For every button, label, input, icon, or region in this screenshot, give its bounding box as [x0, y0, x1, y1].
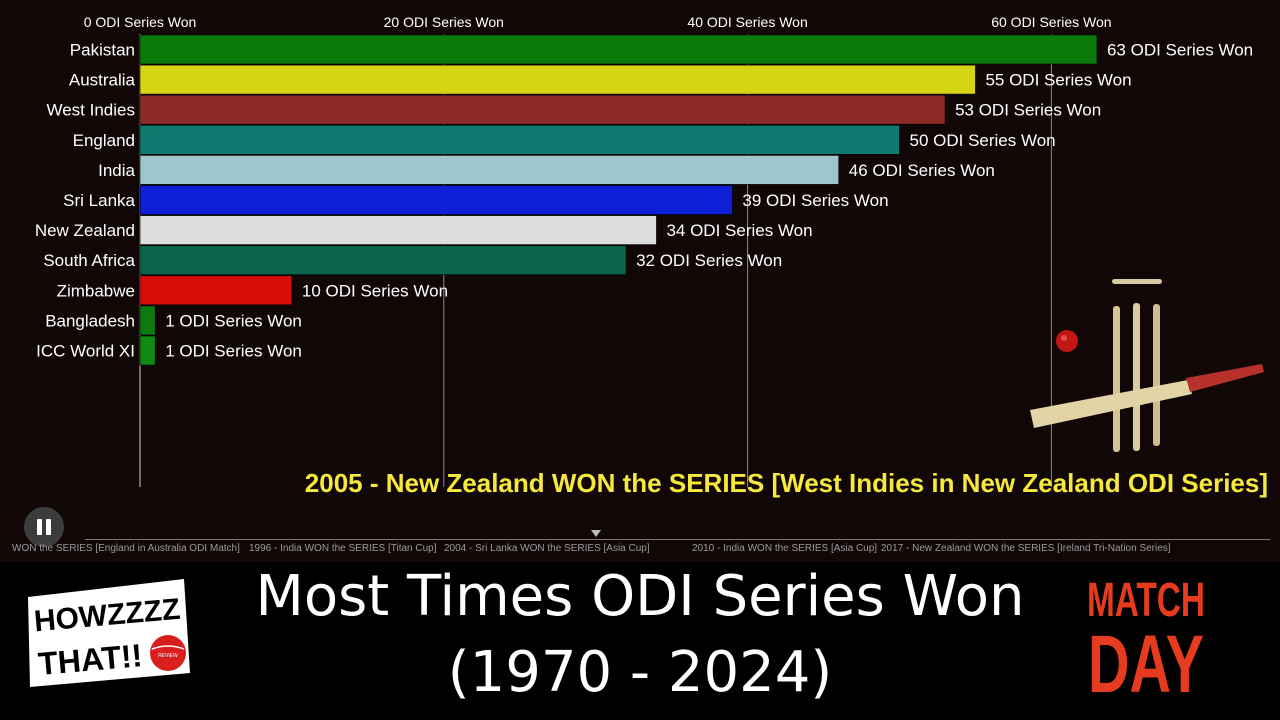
x-tick-label: 60 ODI Series Won: [991, 14, 1111, 30]
bar: [139, 94, 946, 125]
timeline-tick-label: 2017 - New Zealand WON the SERIES [Irela…: [881, 543, 1171, 554]
value-label: 1 ODI Series Won: [165, 342, 302, 361]
axis-ticks: 0 ODI Series Won 20 ODI Series Won 40 ODI …: [84, 14, 1112, 30]
pause-icon-bar: [46, 519, 51, 535]
value-label: 50 ODI Series Won: [910, 131, 1056, 150]
category-label: Pakistan: [70, 41, 135, 60]
category-label: Sri Lanka: [63, 191, 135, 210]
video-title-line1: Most Times ODI Series Won: [255, 564, 1025, 629]
x-tick-label: 40 ODI Series Won: [687, 14, 807, 30]
bars: Pakistan 63 ODI Series Won Australia 55 ODI…: [35, 34, 1253, 366]
category-label: Bangladesh: [45, 311, 135, 330]
matchday-logo-line2: DAY: [1088, 619, 1204, 698]
bar: [139, 155, 840, 185]
category-label: ICC World XI: [36, 342, 135, 361]
timeline-track[interactable]: [85, 539, 1270, 540]
howzat-logo: HOWZZZZ THAT!! REVIEW: [28, 579, 190, 687]
bar: [139, 125, 900, 155]
pause-icon: [37, 519, 42, 535]
value-label: 55 ODI Series Won: [985, 71, 1131, 90]
bar: [139, 305, 156, 336]
matchday-logo: MATCH DAY: [1087, 574, 1205, 698]
bar: [139, 185, 733, 215]
event-caption: 2005 - New Zealand WON the SERIES [West …: [304, 468, 1268, 498]
timeline-tick-label: WON the SERIES [England in Australia ODI…: [12, 543, 240, 554]
pause-button[interactable]: [24, 507, 64, 547]
category-label: Australia: [69, 71, 136, 90]
category-label: West Indies: [46, 101, 135, 120]
timeline-tick-label: 2004 - Sri Lanka WON the SERIES [Asia Cu…: [444, 543, 650, 554]
bar-chart-race: 0 ODI Series Won 20 ODI Series Won 40 ODI …: [34, 14, 1264, 487]
cricket-ball-icon: [150, 635, 186, 671]
bar: [139, 335, 156, 366]
timeline-tick-label: 2010 - India WON the SERIES [Asia Cup]: [692, 543, 878, 554]
cricket-wicket-icon: [1030, 279, 1264, 452]
category-label: Zimbabwe: [57, 281, 135, 300]
value-label: 32 ODI Series Won: [636, 251, 782, 270]
value-label: 53 ODI Series Won: [955, 101, 1101, 120]
x-tick-label: 0 ODI Series Won: [84, 14, 197, 30]
bar: [139, 64, 976, 95]
video-title-line2: (1970 - 2024): [447, 640, 833, 705]
value-label: 10 ODI Series Won: [302, 281, 448, 300]
bar: [139, 275, 293, 306]
category-label: New Zealand: [35, 221, 135, 240]
category-label: England: [73, 131, 135, 150]
chart-svg: 0 ODI Series Won 20 ODI Series Won 40 ODI …: [35, 14, 1264, 487]
value-label: 34 ODI Series Won: [666, 221, 812, 240]
matchday-logo-line1: MATCH: [1087, 574, 1205, 627]
bar: [139, 34, 1098, 65]
howzat-ball-text: REVIEW: [158, 653, 178, 659]
value-label: 39 ODI Series Won: [742, 191, 888, 210]
value-label: 1 ODI Series Won: [165, 311, 302, 330]
timeline-scrubber[interactable]: WON the SERIES [England in Australia ODI…: [0, 530, 1280, 562]
timeline-tick-label: 1996 - India WON the SERIES [Titan Cup]: [249, 543, 437, 554]
x-tick-label: 20 ODI Series Won: [384, 14, 504, 30]
value-label: 46 ODI Series Won: [849, 161, 995, 180]
category-label: South Africa: [43, 251, 135, 270]
timeline-marker-icon[interactable]: [591, 530, 601, 537]
category-label: India: [98, 161, 135, 180]
bar: [139, 215, 657, 245]
value-label: 63 ODI Series Won: [1107, 41, 1253, 60]
bar: [139, 245, 627, 275]
title-band: [0, 562, 1280, 720]
